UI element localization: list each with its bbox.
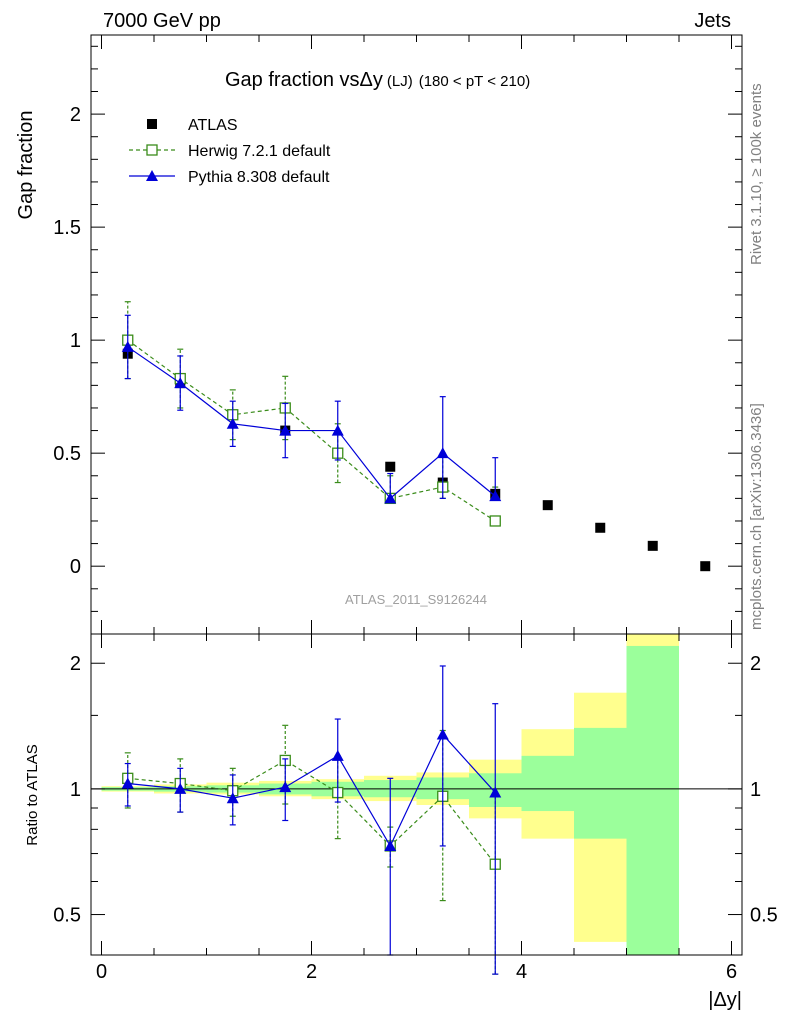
legend: ATLAS Herwig 7.2.1 default Pythia 8.308 de… [129, 117, 331, 186]
ratio-pythia-point [279, 781, 292, 793]
ratio-y-tick-label: 2 [70, 653, 81, 675]
ratio-pythia-point [436, 728, 449, 740]
chart-title-range: (180 < pT < 210) [419, 73, 530, 90]
y-tick-label: 1.5 [53, 217, 81, 239]
pythia-point [384, 492, 397, 504]
y-tick-label: 0 [70, 556, 81, 578]
y-tick-label: 2 [70, 104, 81, 126]
ratio-y-tick-label-right: 0.5 [750, 905, 778, 927]
atlas-point [542, 500, 553, 511]
x-tick-label: 4 [516, 961, 527, 983]
ratio-pythia-point [226, 792, 239, 804]
ratio-herwig-line [127, 759, 496, 865]
chart-title-main: Gap fraction vsΔy [225, 69, 383, 91]
ratio-pythia-point [121, 777, 134, 789]
pythia-point [174, 377, 187, 389]
watermark: ATLAS_2011_S9126244 [345, 592, 487, 607]
side-label-rivet: Rivet 3.1.10, ≥ 100k events [748, 83, 765, 265]
ratio-pythia-point [174, 782, 187, 794]
atlas-point [647, 540, 658, 551]
herwig-point [489, 515, 501, 527]
pythia-point [489, 490, 502, 502]
x-axis-label: |Δy| [708, 989, 742, 1011]
pythia-line [127, 346, 496, 500]
ratio-yticks: 0.5 0.5 1 1 2 2 [53, 653, 778, 956]
header-right: Jets [694, 10, 731, 32]
x-tick-label: 2 [306, 961, 317, 983]
main-yticks: 0 0.5 1 1.5 2 [53, 45, 742, 612]
legend-label-herwig: Herwig 7.2.1 default [188, 143, 331, 160]
ratio-y-tick-label-right: 1 [750, 779, 761, 801]
main-panel: 0 0.5 1 1.5 2 Gap fraction Gap fraction vsΔy… [15, 34, 743, 635]
side-label-mcplots: mcplots.cern.ch [arXiv:1306.3436] [748, 403, 765, 630]
band-green [574, 727, 627, 839]
ratio-y-tick-label-right: 2 [750, 653, 761, 675]
ratio-y-tick-label: 1 [70, 779, 81, 801]
atlas-point [595, 522, 606, 533]
header-left: 7000 GeV pp [103, 10, 221, 32]
pythia-point [279, 424, 292, 436]
xticks: 0 2 4 6 [96, 35, 737, 983]
x-tick-label: 0 [96, 961, 107, 983]
legend-marker-atlas [147, 119, 157, 129]
y-tick-label: 1 [70, 330, 81, 352]
ratio-pythia-line [127, 733, 496, 848]
atlas-point [700, 561, 711, 572]
atlas-point [385, 461, 396, 472]
legend-marker-herwig [146, 144, 158, 156]
ratio-pythia-point [331, 749, 344, 761]
x-tick-label: 6 [726, 961, 737, 983]
chart-title: Gap fraction vsΔy (LJ) (180 < pT < 210) [225, 69, 530, 91]
y-tick-label: 0.5 [53, 443, 81, 465]
pythia-point [331, 424, 344, 436]
pythia-point [226, 417, 239, 429]
legend-label-pythia: Pythia 8.308 default [188, 169, 330, 186]
legend-marker-pythia [146, 170, 158, 181]
legend-label-atlas: ATLAS [188, 117, 238, 134]
main-content [121, 301, 711, 572]
ratio-pythia-point [384, 839, 397, 851]
band-green [521, 755, 574, 812]
band-green [626, 645, 679, 955]
pythia-point [121, 340, 134, 352]
main-ylabel: Gap fraction [15, 111, 37, 220]
ratio-panel: 0.5 0.5 1 1 2 2 0 2 4 6 Ratio to ATLAS |Δy| [24, 35, 778, 1011]
ratio-y-tick-label: 0.5 [53, 905, 81, 927]
herwig-line [127, 339, 496, 522]
ratio-content [91, 634, 742, 975]
pythia-point [436, 447, 449, 459]
chart-title-suffix: (LJ) [387, 73, 413, 90]
ratio-pythia-point [489, 786, 502, 798]
ratio-ylabel: Ratio to ATLAS [24, 744, 41, 845]
